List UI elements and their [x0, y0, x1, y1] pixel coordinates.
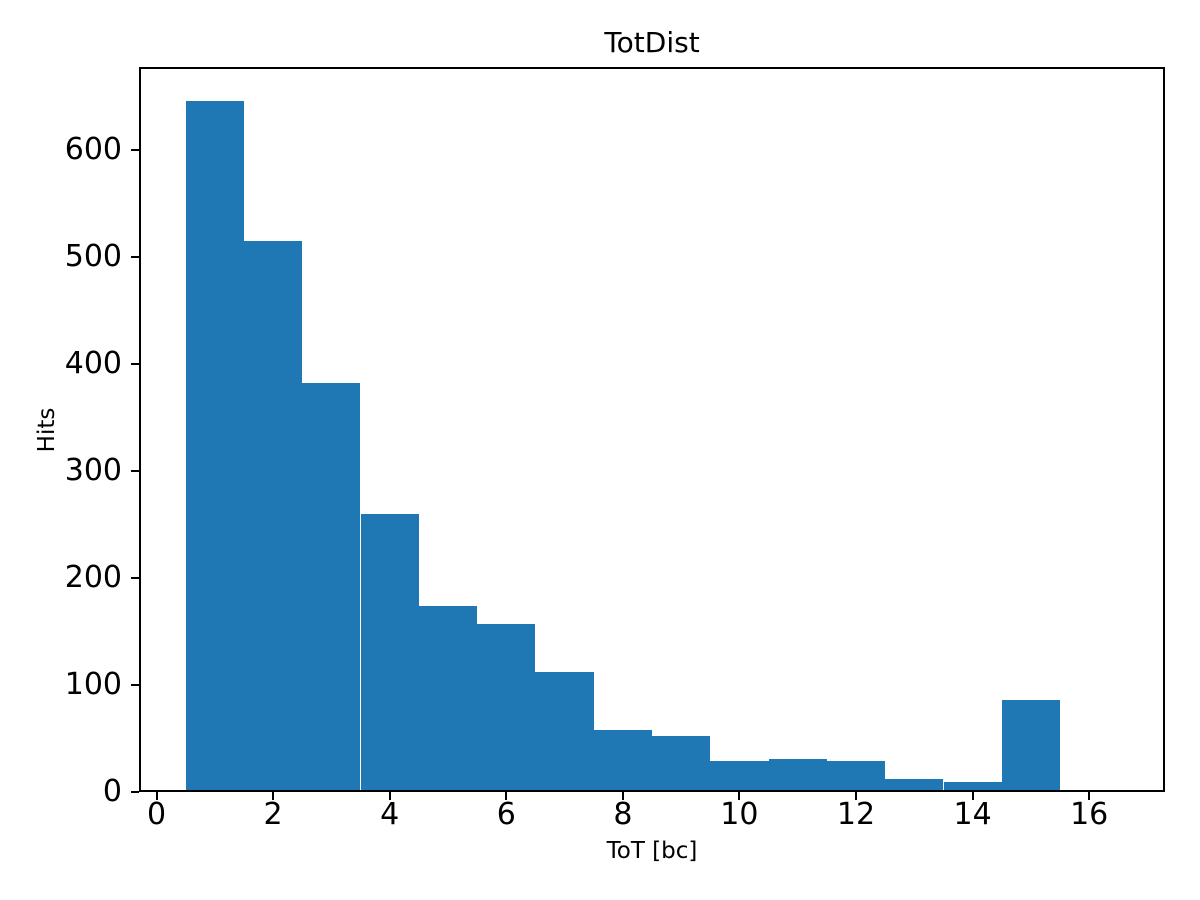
x-tick-mark: [505, 792, 508, 800]
histogram-bar: [418, 605, 478, 790]
x-tick-mark: [272, 792, 275, 800]
histogram-bar: [826, 760, 886, 790]
x-tick-label: 2: [263, 797, 283, 832]
histogram-bar: [302, 382, 361, 790]
y-tick-label: 200: [64, 559, 122, 595]
y-tick-label: 100: [64, 666, 122, 702]
x-tick-mark: [855, 792, 857, 800]
y-tick-mark: [131, 255, 139, 258]
x-tick-mark: [388, 792, 391, 800]
y-tick-mark: [131, 576, 139, 579]
x-axis-label: ToT [bc]: [606, 838, 698, 864]
histogram-bar: [477, 623, 536, 790]
x-tick-label: 14: [953, 797, 992, 832]
y-tick-label: 400: [64, 345, 122, 381]
histogram-bar: [943, 782, 1002, 790]
histogram-bar: [593, 729, 652, 790]
histogram-bar: [535, 672, 594, 790]
x-tick-label: 0: [146, 797, 167, 832]
histogram-bar: [243, 240, 303, 790]
y-tick-mark: [131, 148, 139, 151]
y-tick-mark: [131, 683, 139, 686]
x-tick-mark: [155, 792, 158, 800]
x-tick-mark: [1088, 792, 1091, 800]
y-tick-label: 0: [102, 774, 122, 809]
y-tick-mark: [131, 791, 139, 793]
x-tick-label: 16: [1070, 797, 1109, 832]
y-tick-mark: [131, 469, 139, 472]
y-tick-mark: [131, 362, 139, 365]
histogram-bar: [768, 758, 827, 790]
y-tick-label: 300: [64, 452, 122, 488]
y-tick-label: 600: [64, 131, 122, 167]
x-tick-mark: [621, 792, 624, 800]
histogram-bar: [185, 101, 244, 790]
histogram-bar: [885, 779, 944, 790]
x-tick-label: 4: [380, 797, 400, 832]
histogram-bar: [1001, 699, 1061, 790]
chart-title: TotDist: [604, 26, 700, 59]
x-tick-mark: [971, 792, 974, 800]
x-tick-label: 12: [836, 797, 876, 832]
histogram-bar: [652, 736, 711, 790]
y-tick-label: 500: [64, 238, 122, 274]
x-tick-mark: [738, 792, 741, 800]
x-tick-label: 10: [720, 797, 759, 832]
histogram-bar: [360, 513, 419, 790]
x-tick-label: 6: [496, 797, 516, 832]
histogram-bar: [710, 760, 769, 790]
x-tick-label: 8: [613, 797, 633, 832]
